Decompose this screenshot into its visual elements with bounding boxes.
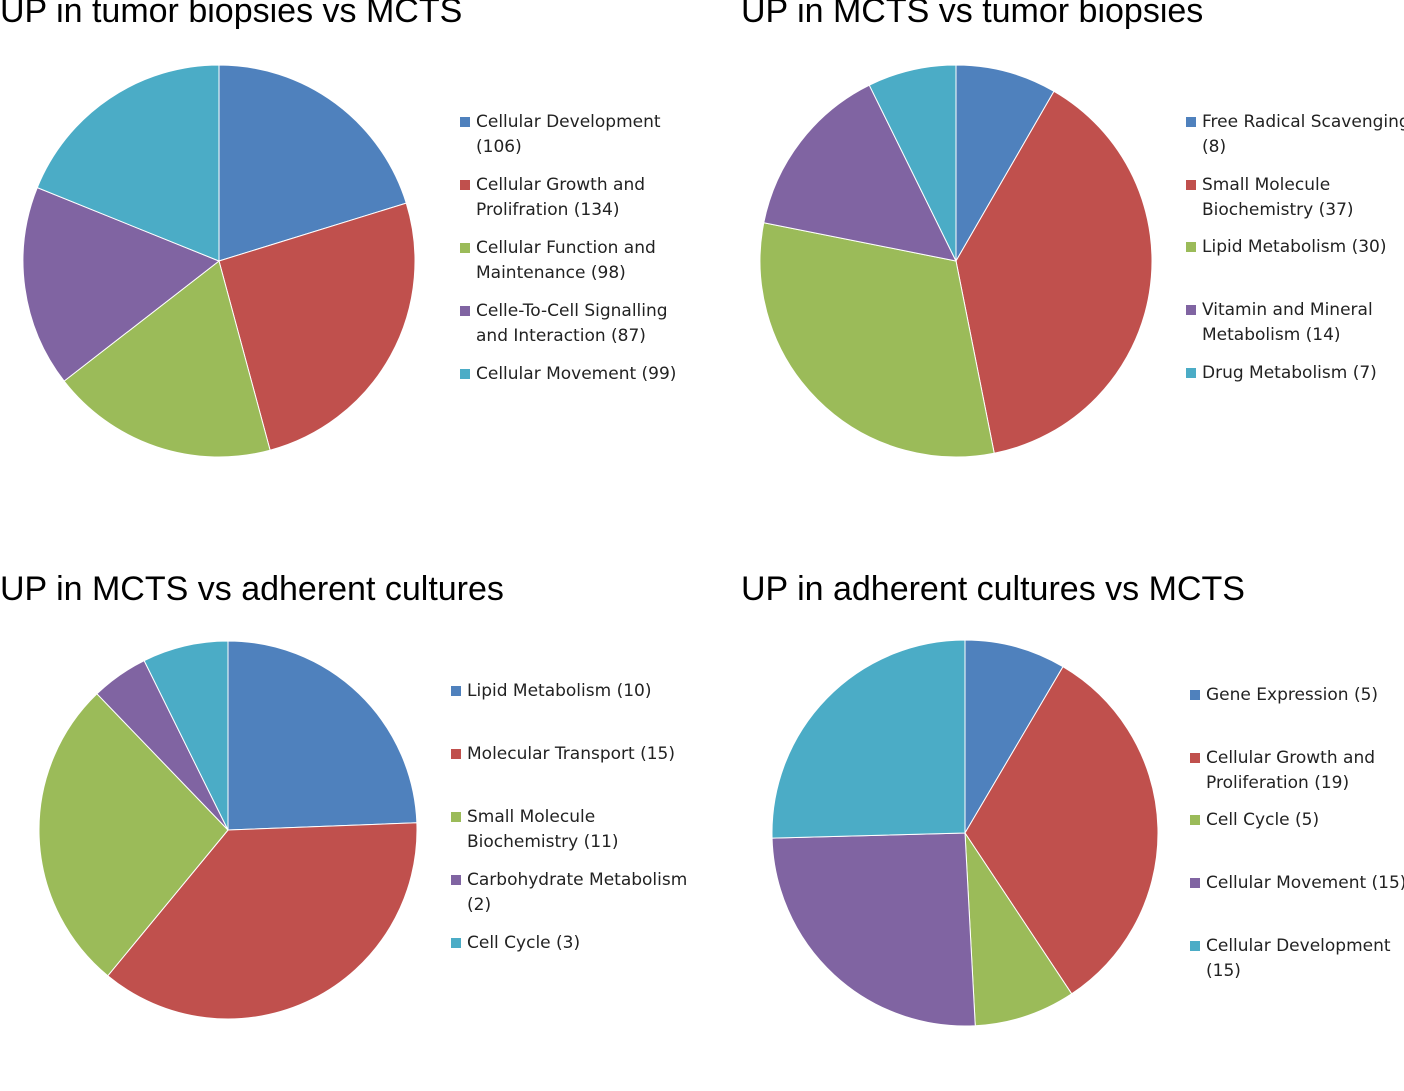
pie-slice-cellular-function-and-maintenance — [63, 260, 271, 458]
legend-item: Cellular Growth and Prolifration (134) — [460, 173, 700, 223]
pie-slice-cellular-growth-and-prolifration — [218, 202, 416, 451]
legend-item: Free Radical Scavenging (8) — [1186, 110, 1404, 160]
pie-panel-3: UP in MCTS vs adherent cultures Lipid Me… — [0, 570, 702, 1091]
legend-label: Cell Cycle (3) — [467, 933, 581, 953]
pie-slice-lipid-metabolism — [759, 222, 995, 458]
legend-swatch — [460, 180, 470, 190]
legend-item: Cellular Movement (99) — [460, 362, 720, 387]
pie-slice-vitamin-and-mineral-metabolism — [763, 84, 957, 262]
legend-item: Celle-To-Cell Signalling and Interaction… — [460, 299, 700, 349]
pie-slice-gene-expression — [964, 639, 1064, 835]
legend-label: Lipid Metabolism (30) — [1202, 237, 1387, 257]
legend-item: Lipid Metabolism (10) — [451, 679, 691, 704]
legend-label: Gene Expression (5) — [1206, 685, 1379, 705]
legend-item: Cellular Development (15) — [1190, 934, 1404, 984]
pie-slice-small-molecule-biochemistry — [38, 693, 229, 977]
legend-item: Drug Metabolism (7) — [1186, 361, 1404, 386]
pie-slice-free-radical-scavenging — [955, 64, 1055, 263]
pie-slice-cellular-growth-and-proliferation — [964, 666, 1159, 995]
legend-label: Drug Metabolism (7) — [1202, 363, 1377, 383]
legend-swatch — [1186, 180, 1196, 190]
legend-swatch — [1190, 753, 1200, 763]
pie-slice-cellular-movement — [771, 832, 976, 1026]
legend-item: Cellular Growth and Proliferation (19) — [1190, 746, 1404, 796]
legend-swatch — [1186, 242, 1196, 252]
legend-item: Cell Cycle (5) — [1190, 808, 1404, 833]
pie-slice-cellular-movement — [36, 64, 220, 262]
legend-item: Molecular Transport (15) — [451, 742, 691, 767]
legend-label: Cellular Movement (99) — [476, 364, 677, 384]
legend-swatch — [451, 938, 461, 948]
legend-item: Carbohydrate Metabolism (2) — [451, 868, 691, 918]
pie-slice-cellular-development — [218, 64, 407, 262]
legend-label: Vitamin and Mineral Metabolism (14) — [1202, 300, 1373, 345]
legend-swatch — [1190, 690, 1200, 700]
legend-item: Lipid Metabolism (30) — [1186, 235, 1404, 260]
legend-swatch — [1186, 368, 1196, 378]
chart-title: UP in tumor biopsies vs MCTS — [0, 0, 463, 30]
legend-label: Molecular Transport (15) — [467, 744, 675, 764]
legend-swatch — [460, 369, 470, 379]
legend-label: Cellular Growth and Proliferation (19) — [1206, 748, 1376, 793]
legend-label: Cellular Function and Maintenance (98) — [476, 238, 656, 283]
pie-slice-cell-cycle — [143, 640, 229, 831]
legend-item: Small Molecule Biochemistry (37) — [1186, 173, 1404, 223]
pie-chart — [771, 639, 1159, 1026]
legend-swatch — [1190, 941, 1200, 951]
legend-swatch — [460, 306, 470, 316]
legend-item: Vitamin and Mineral Metabolism (14) — [1186, 298, 1404, 348]
legend-swatch — [451, 875, 461, 885]
legend-label: Small Molecule Biochemistry (37) — [1202, 175, 1354, 220]
pie-panel-1: UP in tumor biopsies vs MCTS Cellular De… — [0, 0, 702, 513]
legend-item: Small Molecule Biochemistry (11) — [451, 805, 691, 855]
chart-title: UP in adherent cultures vs MCTS — [741, 570, 1245, 608]
legend-label: Small Molecule Biochemistry (11) — [467, 807, 619, 852]
legend-label: Cell Cycle (5) — [1206, 810, 1320, 830]
legend-item: Cellular Development (106) — [460, 110, 700, 160]
pie-panel-2: UP in MCTS vs tumor biopsies Free Radica… — [741, 0, 1404, 513]
pie-slice-molecular-transport — [107, 822, 418, 1020]
legend-label: Carbohydrate Metabolism (2) — [467, 870, 688, 915]
chart-title: UP in MCTS vs adherent cultures — [0, 570, 504, 608]
legend-swatch — [451, 686, 461, 696]
legend-item: Cellular Function and Maintenance (98) — [460, 236, 700, 286]
pie-chart — [38, 640, 418, 1020]
legend-swatch — [451, 749, 461, 759]
legend-label: Cellular Movement (15) — [1206, 873, 1404, 893]
legend-swatch — [1190, 878, 1200, 888]
legend-item: Cellular Movement (15) — [1190, 871, 1404, 896]
legend-item: Cell Cycle (3) — [451, 931, 691, 956]
pie-slice-cellular-development — [771, 639, 966, 839]
pie-slice-lipid-metabolism — [227, 640, 418, 831]
legend-label: Cellular Development (15) — [1206, 936, 1391, 981]
pie-slice-small-molecule-biochemistry — [955, 90, 1153, 454]
legend-swatch — [1186, 305, 1196, 315]
legend-label: Celle-To-Cell Signalling and Interaction… — [476, 301, 668, 346]
legend-swatch — [460, 117, 470, 127]
legend-swatch — [1186, 117, 1196, 127]
legend-swatch — [1190, 815, 1200, 825]
legend-swatch — [451, 812, 461, 822]
legend-label: Cellular Growth and Prolifration (134) — [476, 175, 646, 220]
chart-title: UP in MCTS vs tumor biopsies — [741, 0, 1204, 30]
legend-item: Gene Expression (5) — [1190, 683, 1404, 708]
legend-swatch — [460, 243, 470, 253]
legend-label: Lipid Metabolism (10) — [467, 681, 652, 701]
pie-chart — [759, 64, 1153, 458]
legend-label: Free Radical Scavenging (8) — [1202, 112, 1404, 157]
pie-slice-drug-metabolism — [868, 64, 957, 262]
pie-slice-celle-to-cell-signalling-and-interaction — [22, 186, 220, 382]
legend-label: Cellular Development (106) — [476, 112, 661, 157]
pie-chart — [22, 64, 416, 458]
pie-panel-4: UP in adherent cultures vs MCTS Gene Exp… — [741, 570, 1404, 1091]
